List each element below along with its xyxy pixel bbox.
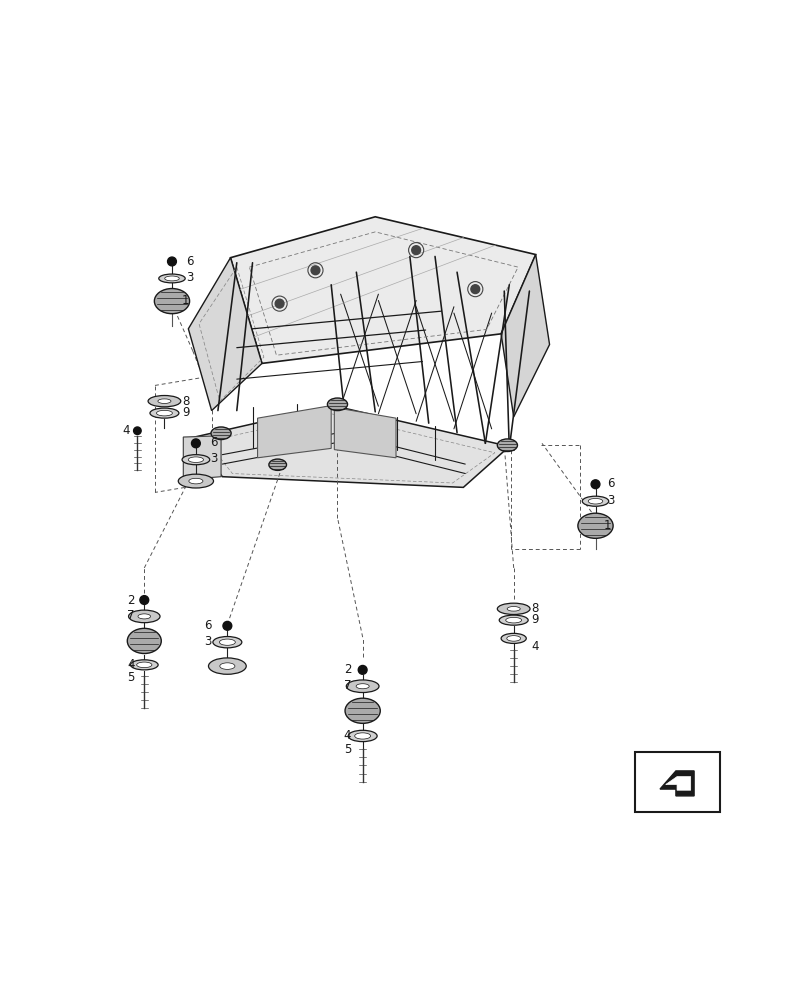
Circle shape xyxy=(358,665,367,674)
Ellipse shape xyxy=(499,615,527,625)
Circle shape xyxy=(223,621,231,630)
Polygon shape xyxy=(195,406,508,487)
Polygon shape xyxy=(665,777,690,790)
Text: 8: 8 xyxy=(182,395,189,408)
Ellipse shape xyxy=(345,680,379,693)
Ellipse shape xyxy=(188,457,204,462)
Polygon shape xyxy=(188,258,262,411)
Ellipse shape xyxy=(189,478,203,484)
Ellipse shape xyxy=(505,617,521,623)
Circle shape xyxy=(139,596,148,604)
Text: 9: 9 xyxy=(530,613,539,626)
Circle shape xyxy=(411,246,420,255)
Ellipse shape xyxy=(211,427,231,440)
Polygon shape xyxy=(257,406,331,458)
Text: 8: 8 xyxy=(530,602,538,615)
Ellipse shape xyxy=(268,459,286,470)
Text: 4: 4 xyxy=(122,424,130,437)
Ellipse shape xyxy=(208,658,246,674)
Circle shape xyxy=(134,427,141,435)
Text: 2: 2 xyxy=(127,594,135,607)
Ellipse shape xyxy=(348,730,376,742)
Text: 7: 7 xyxy=(127,609,135,622)
Ellipse shape xyxy=(182,455,209,465)
Ellipse shape xyxy=(496,603,530,614)
Ellipse shape xyxy=(159,274,185,283)
Polygon shape xyxy=(230,217,535,363)
Ellipse shape xyxy=(178,474,213,488)
Ellipse shape xyxy=(131,660,158,670)
Text: 6: 6 xyxy=(204,619,212,632)
Polygon shape xyxy=(500,255,549,417)
Text: 3: 3 xyxy=(209,452,217,465)
Circle shape xyxy=(191,439,200,448)
Text: 6: 6 xyxy=(606,477,614,490)
Text: 2: 2 xyxy=(343,663,351,676)
Ellipse shape xyxy=(581,496,608,506)
Text: 6: 6 xyxy=(186,255,193,268)
Bar xyxy=(634,752,719,812)
Ellipse shape xyxy=(136,662,152,668)
Text: 3: 3 xyxy=(204,635,212,648)
Ellipse shape xyxy=(157,410,172,416)
Text: 5: 5 xyxy=(127,671,135,684)
Text: 3: 3 xyxy=(186,271,193,284)
Ellipse shape xyxy=(212,637,242,648)
Ellipse shape xyxy=(356,684,369,689)
Ellipse shape xyxy=(154,289,190,314)
Ellipse shape xyxy=(496,439,517,452)
Ellipse shape xyxy=(506,636,520,641)
Ellipse shape xyxy=(345,698,380,723)
Ellipse shape xyxy=(219,639,235,645)
Text: 1: 1 xyxy=(603,519,611,532)
Polygon shape xyxy=(183,436,221,480)
Ellipse shape xyxy=(148,396,181,407)
Ellipse shape xyxy=(128,610,160,623)
Text: 9: 9 xyxy=(182,406,189,419)
Text: 4: 4 xyxy=(127,658,135,671)
Ellipse shape xyxy=(138,614,150,619)
Ellipse shape xyxy=(327,398,347,411)
Ellipse shape xyxy=(127,628,161,654)
Ellipse shape xyxy=(577,513,612,538)
Ellipse shape xyxy=(500,633,526,643)
Ellipse shape xyxy=(220,663,234,669)
Text: 5: 5 xyxy=(344,743,351,756)
Ellipse shape xyxy=(354,733,370,739)
Circle shape xyxy=(311,266,320,275)
Ellipse shape xyxy=(157,399,171,403)
Text: 4: 4 xyxy=(343,729,351,742)
Circle shape xyxy=(275,299,284,308)
Text: 7: 7 xyxy=(343,679,351,692)
Polygon shape xyxy=(659,771,693,796)
Polygon shape xyxy=(334,407,396,458)
Text: 6: 6 xyxy=(209,436,217,449)
Text: 1: 1 xyxy=(181,294,189,307)
Ellipse shape xyxy=(507,607,520,611)
Ellipse shape xyxy=(587,498,602,504)
Text: 3: 3 xyxy=(606,494,613,507)
Circle shape xyxy=(590,480,599,489)
Text: 4: 4 xyxy=(530,640,539,653)
Ellipse shape xyxy=(165,276,179,281)
Ellipse shape xyxy=(150,408,178,418)
Circle shape xyxy=(470,285,479,294)
Circle shape xyxy=(167,257,176,266)
